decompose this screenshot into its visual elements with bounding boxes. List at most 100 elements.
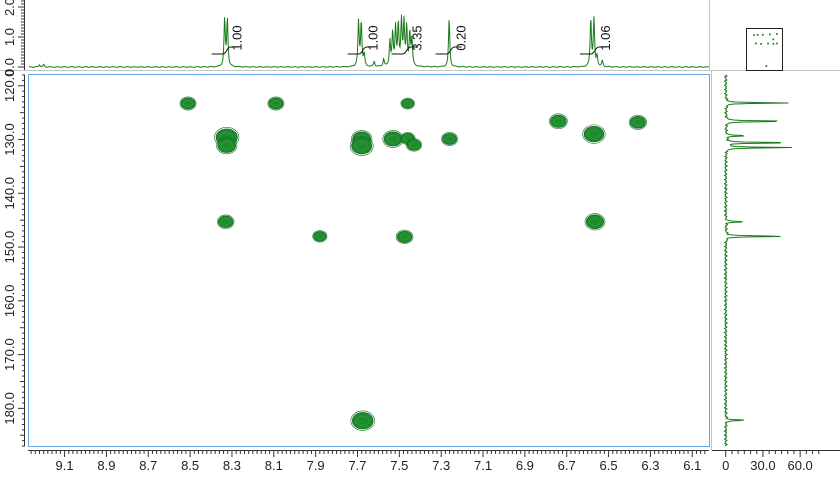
f2-tick-label: 8.3 [223, 458, 241, 473]
overview-dot [775, 33, 778, 35]
cross-peak [549, 113, 568, 129]
cross-peak [179, 96, 197, 111]
cross-peaks [179, 96, 647, 431]
integral-label: 1.00 [366, 25, 381, 50]
integral-label: 1.00 [230, 25, 245, 50]
cross-peak-fill [351, 412, 374, 430]
cross-peak [216, 136, 238, 155]
f2-tick-label: 8.1 [265, 458, 283, 473]
top-1d-trace [29, 14, 710, 68]
cross-peak-outline [584, 213, 606, 231]
f2-tick-label: 7.7 [348, 458, 366, 473]
cross-peak-fill [585, 214, 605, 230]
f1-tick-label: 180.0 [2, 392, 17, 425]
cross-peak-outline [405, 138, 423, 152]
f2-tick-label: 9.1 [56, 458, 74, 473]
integral: 1.00 [211, 25, 245, 55]
f2-tick-label: 6.9 [516, 458, 534, 473]
top-y-tick-label: 1.0 [2, 28, 17, 46]
cross-peak-contour [355, 141, 369, 151]
cross-peak [628, 114, 647, 130]
cross-peak-fill [401, 98, 415, 109]
cross-peak-fill [351, 137, 373, 155]
cross-peak-contour [553, 117, 564, 125]
overview-dot [772, 38, 775, 41]
right-axis-tick-label: 60.0 [787, 458, 812, 473]
integral-label: 0.20 [454, 25, 469, 50]
cross-peak-outline [349, 136, 374, 156]
cross-peak-fill [396, 230, 413, 243]
f2-tick-label: 7.9 [307, 458, 325, 473]
integral-curve [435, 46, 462, 55]
cross-peak-outline [216, 214, 235, 229]
cross-peak-outline [312, 230, 328, 243]
f2-tick-label: 8.5 [181, 458, 199, 473]
cross-peak-fill [180, 97, 196, 110]
cross-peak-contour [355, 415, 370, 426]
cross-peak-outline [395, 229, 414, 244]
cross-peak-contour [271, 100, 281, 107]
cross-peak-fill [383, 131, 403, 147]
cross-peak-outline [441, 132, 458, 146]
f2-tick-label: 6.3 [641, 458, 659, 473]
cross-peak-contour [399, 233, 410, 241]
cross-peak-fill [629, 115, 646, 129]
integral-curve [347, 46, 374, 55]
right-axis-tick-label: 0 [722, 458, 729, 473]
cross-peak-contour [444, 135, 455, 143]
panel-frames [0, 0, 840, 450]
cross-peak-contour [403, 100, 412, 107]
cross-peak-fill [442, 133, 457, 145]
f2-tick-label: 7.5 [390, 458, 408, 473]
f2-tick-label: 6.1 [683, 458, 701, 473]
cross-peak-outline [628, 114, 647, 130]
cross-peak-outline [400, 97, 415, 110]
overview-dot [760, 42, 762, 45]
cross-peak-outline [267, 96, 285, 111]
right-1d-trace [723, 74, 793, 447]
cross-peak-fill [550, 114, 567, 128]
top-y-tick-label: 2.0 [2, 0, 17, 16]
top-y-axis: 0.0 1.0 2.0 [2, 0, 25, 76]
cross-peak [349, 136, 374, 156]
main-2d-plot[interactable]: 120.0 130.0 140.0 150.0 160.0 170.0 180.0 [2, 69, 647, 447]
cross-peak [405, 138, 423, 152]
right-1d-spectrum: 0 30.0 60.0 [712, 74, 840, 473]
cross-peak-fill [406, 139, 422, 151]
overview-navigator[interactable] [746, 28, 783, 71]
f2-tick-label: 6.7 [558, 458, 576, 473]
cross-peak [350, 410, 375, 431]
f2-axis: 9.1 8.9 8.7 8.5 8.3 8.1 7.9 7.7 7.5 7.3 7.1 6.9 6.7 6… [28, 450, 709, 473]
integral-curve [579, 46, 606, 55]
integral-label: 1.06 [598, 25, 613, 50]
overview-dot [765, 65, 768, 67]
cross-peak-fill [217, 137, 237, 153]
f2-tick-label: 6.5 [600, 458, 618, 473]
cross-peak-outline [216, 136, 238, 155]
f1-tick-label: 170.0 [2, 338, 17, 371]
cross-peak [312, 230, 328, 243]
cross-peak-contour [409, 141, 419, 149]
f2-tick-label: 8.9 [97, 458, 115, 473]
cross-peak [400, 97, 415, 110]
overview-box[interactable] [746, 28, 783, 71]
cross-peak-contour [183, 100, 193, 107]
cross-peak-contour [387, 134, 399, 144]
overview-dot [753, 34, 755, 37]
cross-peak [582, 124, 606, 144]
top-y-tick-label: 0.0 [2, 58, 17, 76]
overview-dot [768, 33, 771, 36]
overview-dot [775, 42, 778, 45]
overview-dot [754, 42, 757, 45]
integral-curve [211, 46, 238, 55]
cross-peak-fill [583, 126, 605, 143]
overview-dot [767, 42, 769, 45]
cross-peak-fill [268, 97, 284, 110]
cross-peak [441, 132, 458, 146]
cross-peak [267, 96, 285, 111]
cross-peak [584, 213, 606, 231]
cross-peak-fill [217, 215, 234, 228]
cross-peak-contour [589, 217, 601, 226]
integral-label: 3.35 [410, 25, 425, 50]
